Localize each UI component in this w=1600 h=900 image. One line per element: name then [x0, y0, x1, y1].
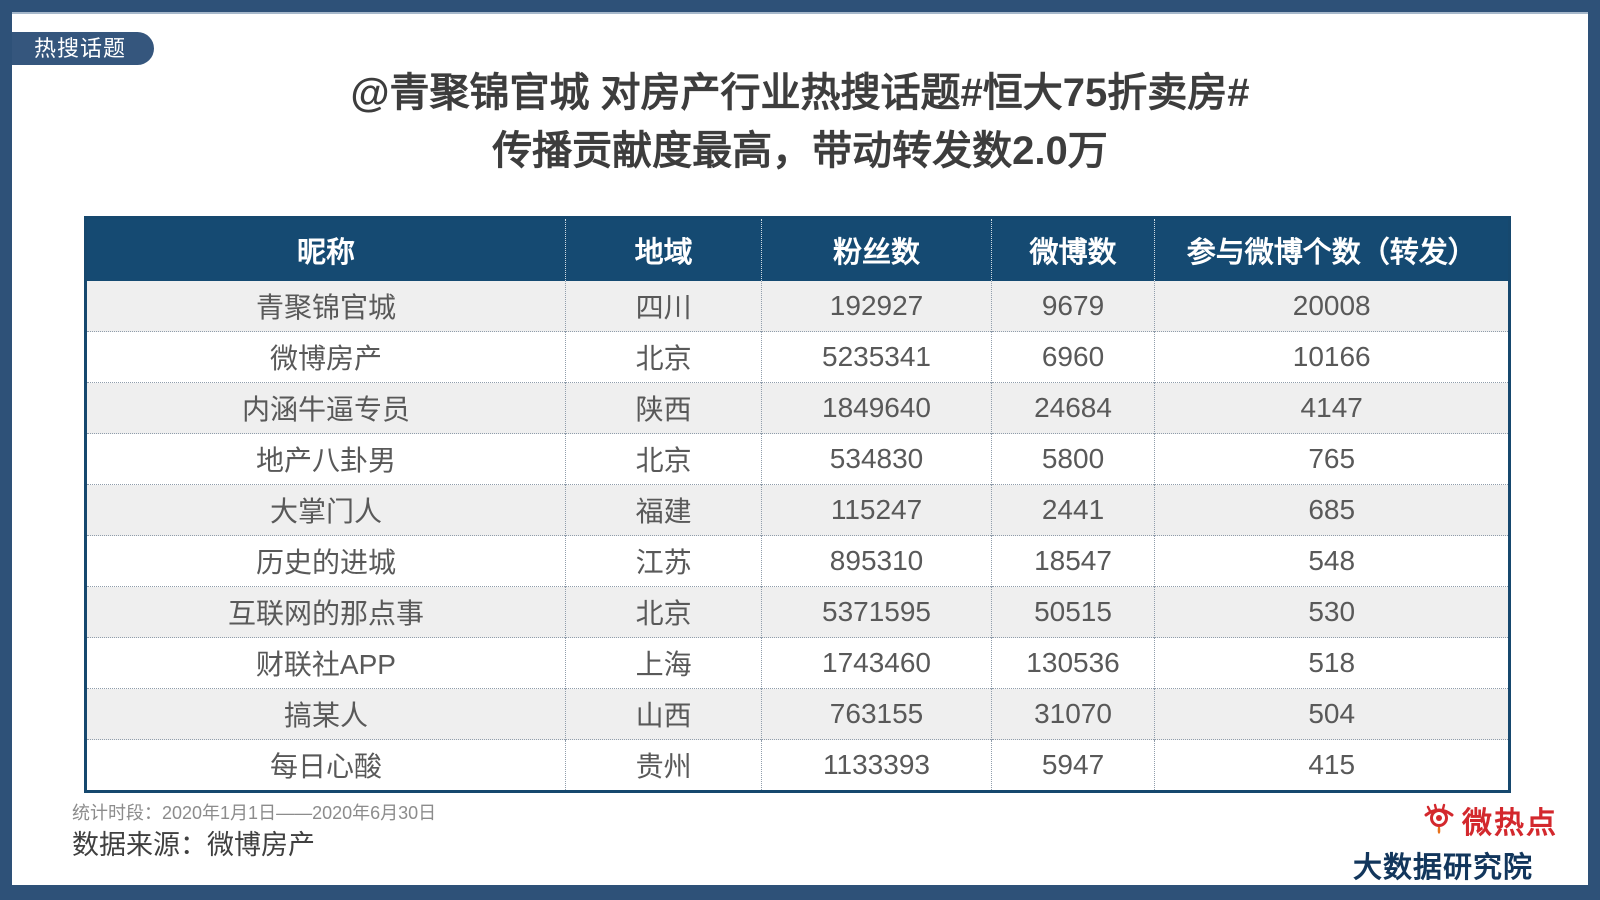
- cell-nickname: 青聚锦官城: [85, 281, 566, 332]
- weibo-eye-icon: [1422, 803, 1456, 837]
- cell-reposts: 765: [1154, 433, 1510, 485]
- cell-nickname: 历史的进城: [85, 535, 566, 587]
- cell-reposts: 548: [1154, 535, 1510, 587]
- cell-fans: 534830: [761, 433, 992, 485]
- logo-brand-text: 微热点: [1462, 807, 1558, 840]
- cell-nickname: 内涵牛逼专员: [85, 382, 566, 434]
- table-row: 大掌门人 福建 115247 2441 685: [85, 484, 1510, 536]
- cell-fans: 1849640: [761, 382, 992, 434]
- table-header-row: 昵称 地域 粉丝数 微博数 参与微博个数（转发）: [85, 217, 1510, 281]
- cell-fans: 763155: [761, 688, 992, 740]
- cell-posts: 2441: [990, 484, 1155, 536]
- table-row: 财联社APP 上海 1743460 130536 518: [85, 637, 1510, 689]
- cell-posts: 31070: [990, 688, 1155, 740]
- topic-badge: 热搜话题: [12, 32, 155, 65]
- cell-posts: 5947: [990, 739, 1155, 792]
- cell-region: 福建: [564, 484, 762, 536]
- col-header-region: 地域: [564, 217, 762, 281]
- cell-reposts: 685: [1154, 484, 1510, 536]
- cell-region: 北京: [564, 331, 762, 383]
- cell-region: 江苏: [564, 535, 762, 587]
- table-row: 微博房产 北京 5235341 6960 10166: [85, 331, 1510, 383]
- cell-nickname: 互联网的那点事: [85, 586, 566, 638]
- cell-fans: 1133393: [761, 739, 992, 792]
- cell-nickname: 大掌门人: [85, 484, 566, 536]
- table-row: 内涵牛逼专员 陕西 1849640 24684 4147: [85, 382, 1510, 434]
- cell-fans: 1743460: [761, 637, 992, 689]
- cell-region: 上海: [564, 637, 762, 689]
- cell-reposts: 4147: [1154, 382, 1510, 434]
- cell-posts: 130536: [990, 637, 1155, 689]
- cell-fans: 5371595: [761, 586, 992, 638]
- table-row: 青聚锦官城 四川 192927 9679 20008: [85, 281, 1510, 332]
- cell-nickname: 微博房产: [85, 331, 566, 383]
- stat-period-label: 统计时段：2020年1月1日——2020年6月30日: [72, 803, 437, 823]
- report-title-line2: 传播贡献度最高，带动转发数2.0万: [492, 129, 1108, 173]
- cell-posts: 6960: [990, 331, 1155, 383]
- table-row: 互联网的那点事 北京 5371595 50515 530: [85, 586, 1510, 638]
- footer: 统计时段：2020年1月1日——2020年6月30日 数据来源：微博房产: [72, 800, 436, 864]
- stats-table: 昵称 地域 粉丝数 微博数 参与微博个数（转发） 青聚锦官城 四川 192927…: [84, 216, 1511, 793]
- cell-posts: 5800: [990, 433, 1155, 485]
- cell-reposts: 530: [1154, 586, 1510, 638]
- cell-reposts: 415: [1154, 739, 1510, 792]
- report-title: @青聚锦官城 对房产行业热搜话题#恒大75折卖房# 传播贡献度最高，带动转发数2…: [0, 64, 1600, 180]
- report-title-line1: @青聚锦官城 对房产行业热搜话题#恒大75折卖房#: [350, 71, 1250, 115]
- cell-reposts: 518: [1154, 637, 1510, 689]
- cell-region: 北京: [564, 586, 762, 638]
- cell-region: 贵州: [564, 739, 762, 792]
- cell-reposts: 20008: [1154, 281, 1510, 332]
- cell-region: 四川: [564, 281, 762, 332]
- cell-fans: 895310: [761, 535, 992, 587]
- cell-posts: 9679: [990, 281, 1155, 332]
- cell-fans: 5235341: [761, 331, 992, 383]
- table-row: 每日心酸 贵州 1133393 5947 415: [85, 739, 1510, 792]
- cell-region: 山西: [564, 688, 762, 740]
- cell-nickname: 财联社APP: [85, 637, 566, 689]
- cell-posts: 50515: [990, 586, 1155, 638]
- frame-highlight-line: [12, 12, 1588, 14]
- weiredian-logo: 微热点 大数据研究院: [1328, 798, 1558, 886]
- table-row: 历史的进城 江苏 895310 18547 548: [85, 535, 1510, 587]
- table-body: 青聚锦官城 四川 192927 9679 20008 微博房产 北京 52353…: [85, 281, 1510, 792]
- cell-posts: 18547: [990, 535, 1155, 587]
- col-header-fans: 粉丝数: [761, 217, 992, 281]
- table-row: 地产八卦男 北京 534830 5800 765: [85, 433, 1510, 485]
- cell-nickname: 每日心酸: [85, 739, 566, 792]
- cell-reposts: 504: [1154, 688, 1510, 740]
- table-row: 搞某人 山西 763155 31070 504: [85, 688, 1510, 740]
- cell-reposts: 10166: [1154, 331, 1510, 383]
- data-source-label: 数据来源：微博房产: [72, 830, 315, 860]
- col-header-nickname: 昵称: [85, 217, 566, 281]
- cell-nickname: 搞某人: [85, 688, 566, 740]
- col-header-posts: 微博数: [990, 217, 1155, 281]
- cell-region: 北京: [564, 433, 762, 485]
- cell-fans: 192927: [761, 281, 992, 332]
- col-header-reposts: 参与微博个数（转发）: [1154, 217, 1510, 281]
- cell-fans: 115247: [761, 484, 992, 536]
- logo-subtitle-text: 大数据研究院: [1352, 852, 1533, 884]
- cell-posts: 24684: [990, 382, 1155, 434]
- cell-region: 陕西: [564, 382, 762, 434]
- cell-nickname: 地产八卦男: [85, 433, 566, 485]
